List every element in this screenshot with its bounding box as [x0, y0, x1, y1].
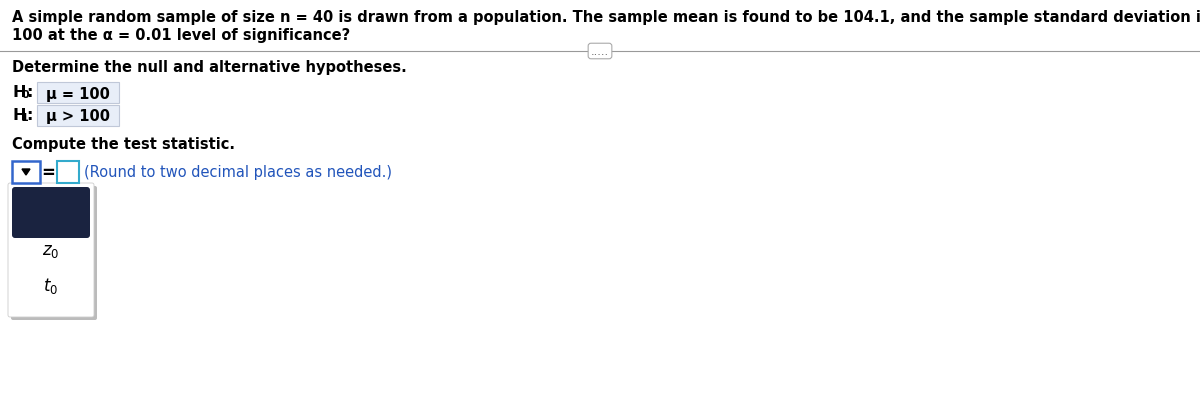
Text: (Round to two decimal places as needed.): (Round to two decimal places as needed.) — [84, 165, 392, 180]
Bar — [58, 162, 79, 184]
Text: Determine the null and alternative hypotheses.: Determine the null and alternative hypot… — [12, 60, 407, 75]
FancyBboxPatch shape — [37, 106, 119, 127]
Text: $t_0$: $t_0$ — [43, 275, 59, 295]
Text: H: H — [12, 108, 25, 123]
Text: A simple random sample of size n = 40 is drawn from a population. The sample mea: A simple random sample of size n = 40 is… — [12, 10, 1200, 25]
FancyBboxPatch shape — [12, 188, 90, 239]
Text: H: H — [12, 85, 25, 100]
Text: 0: 0 — [22, 90, 29, 100]
FancyBboxPatch shape — [37, 83, 119, 104]
Text: μ = 100: μ = 100 — [46, 86, 110, 101]
FancyBboxPatch shape — [8, 184, 94, 317]
Text: :: : — [26, 85, 32, 100]
Text: 1: 1 — [22, 113, 29, 123]
Text: =: = — [41, 164, 55, 182]
Text: $z_0$: $z_0$ — [42, 241, 60, 259]
Polygon shape — [22, 170, 30, 176]
Text: Compute the test statistic.: Compute the test statistic. — [12, 137, 235, 152]
FancyBboxPatch shape — [11, 186, 97, 320]
Text: :: : — [26, 108, 32, 123]
Text: 100 at the α = 0.01 level of significance?: 100 at the α = 0.01 level of significanc… — [12, 28, 350, 43]
Bar — [12, 162, 40, 184]
Text: .....: ..... — [590, 47, 610, 57]
Text: μ > 100: μ > 100 — [46, 109, 110, 124]
